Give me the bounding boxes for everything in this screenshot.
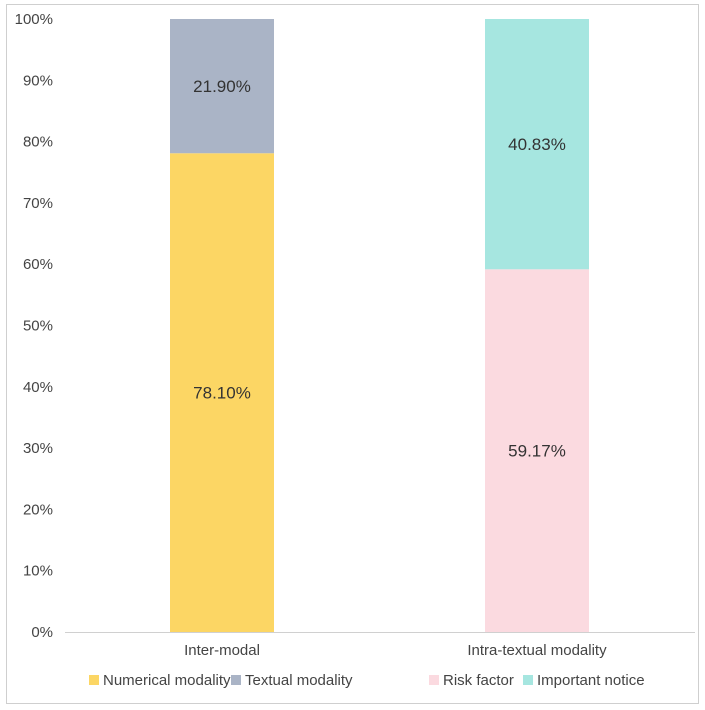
stacked-bar-chart: 0% 10% 20% 30% 40% 50% 60% 70% 80% 90% 100% 78.10%… bbox=[15, 11, 695, 689]
x-category-label: Inter-modal bbox=[184, 642, 260, 659]
legend-label: Numerical modality bbox=[103, 672, 231, 689]
y-tick-label: 40% bbox=[23, 379, 53, 396]
legend-label: Textual modality bbox=[245, 672, 353, 689]
y-tick-label: 80% bbox=[23, 134, 53, 151]
legend-swatch bbox=[429, 675, 439, 685]
y-tick-label: 10% bbox=[23, 563, 53, 580]
legend-label: Important notice bbox=[537, 672, 645, 689]
y-tick-label: 90% bbox=[23, 72, 53, 89]
data-label: 40.83% bbox=[508, 135, 566, 154]
y-tick-label: 30% bbox=[23, 440, 53, 457]
legend-swatch bbox=[89, 675, 99, 685]
bar-segment bbox=[170, 153, 274, 632]
legend-swatch bbox=[523, 675, 533, 685]
legend-label: Risk factor bbox=[443, 672, 514, 689]
bars-group: 78.10% 21.90% 59.17% 40.83% bbox=[170, 19, 589, 632]
y-tick-label: 70% bbox=[23, 195, 53, 212]
data-label: 78.10% bbox=[193, 384, 251, 403]
data-label: 21.90% bbox=[193, 77, 251, 96]
bar-segment bbox=[485, 19, 589, 270]
category-labels: Inter-modal Intra-textual modality bbox=[184, 642, 607, 659]
y-axis-ticks: 0% 10% 20% 30% 40% 50% 60% 70% 80% 90% 100% bbox=[15, 11, 53, 641]
y-tick-label: 20% bbox=[23, 501, 53, 518]
bar-segment bbox=[485, 269, 589, 632]
y-tick-label: 60% bbox=[23, 256, 53, 273]
legend: Numerical modality Textual modality Risk f… bbox=[89, 672, 645, 689]
chart-frame: 0% 10% 20% 30% 40% 50% 60% 70% 80% 90% 100% 78.10%… bbox=[6, 4, 699, 704]
data-label: 59.17% bbox=[508, 442, 566, 461]
legend-swatch bbox=[231, 675, 241, 685]
y-tick-label: 50% bbox=[23, 318, 53, 335]
x-category-label: Intra-textual modality bbox=[467, 642, 607, 659]
y-tick-label: 100% bbox=[15, 11, 53, 28]
y-tick-label: 0% bbox=[31, 624, 53, 641]
bar-segment bbox=[170, 19, 274, 154]
